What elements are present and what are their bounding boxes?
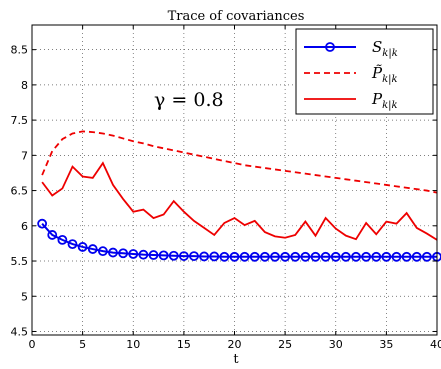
data-point — [381, 251, 392, 262]
data-point — [229, 251, 240, 262]
data-point — [77, 242, 88, 252]
x-tick-label: 25 — [278, 338, 292, 351]
data-point — [138, 249, 149, 260]
y-tick-label: 8 — [21, 79, 28, 92]
data-point — [340, 251, 351, 262]
legend-box — [295, 28, 434, 115]
data-point — [239, 251, 250, 262]
data-point — [320, 251, 331, 262]
data-point — [259, 251, 270, 262]
x-tick-label: 20 — [228, 338, 242, 351]
data-point — [330, 251, 341, 262]
series-line-0 — [41, 223, 437, 258]
x-tick-label: 0 — [29, 338, 36, 351]
legend-label-2: Pk|k — [371, 90, 398, 111]
y-tick-label: 5 — [21, 290, 28, 303]
x-axis-label: t — [233, 352, 239, 367]
data-point — [391, 251, 402, 262]
series-line-2 — [41, 161, 438, 241]
data-point — [128, 249, 139, 259]
data-point — [57, 234, 68, 245]
data-point — [209, 251, 220, 262]
data-point — [189, 251, 199, 261]
data-point — [421, 251, 432, 262]
y-tick-label: 6.5 — [11, 185, 29, 198]
data-point — [87, 244, 98, 254]
x-tick-label: 40 — [430, 338, 441, 351]
data-point — [310, 251, 321, 262]
data-point — [67, 239, 78, 250]
chart-title: Trace of covariances — [168, 9, 305, 24]
data-point — [108, 247, 118, 258]
x-tick-label: 30 — [329, 338, 343, 351]
legend-marker — [325, 42, 335, 52]
y-tick-label: 6 — [21, 220, 28, 233]
data-point — [168, 250, 179, 261]
data-point — [158, 250, 169, 261]
x-tick-label: 15 — [177, 338, 191, 351]
data-point — [280, 251, 291, 262]
y-tick-label: 5.5 — [11, 255, 29, 268]
data-point — [37, 218, 48, 229]
data-point — [118, 248, 129, 259]
y-tick-label: 7.5 — [11, 114, 29, 127]
data-point — [401, 251, 412, 262]
data-point — [371, 251, 382, 262]
data-point — [148, 250, 159, 260]
data-point — [219, 251, 230, 262]
data-point — [351, 251, 361, 262]
data-point — [270, 251, 280, 262]
gamma-annotation: γ = 0.8 — [154, 89, 224, 111]
legend: Sk|k P̃k|k Pk|k — [295, 28, 434, 115]
y-tick-label: 8.5 — [11, 44, 29, 57]
x-tick-label: 5 — [79, 338, 86, 351]
data-point — [47, 230, 58, 240]
legend-label-0: Sk|k — [372, 38, 398, 59]
x-tick-label: 10 — [126, 338, 140, 351]
x-tick-label: 35 — [379, 338, 393, 351]
data-point — [97, 246, 108, 257]
series-line-1 — [41, 130, 438, 194]
legend-label-1: P̃k|k — [371, 64, 398, 85]
y-tick-label: 4.5 — [11, 325, 29, 338]
data-point — [249, 251, 260, 262]
data-point — [290, 251, 301, 262]
data-point — [199, 251, 210, 262]
y-tick-label: 7 — [21, 149, 28, 162]
data-point — [300, 251, 311, 262]
data-point — [361, 251, 372, 262]
data-point — [178, 251, 189, 261]
data-point — [411, 251, 422, 262]
